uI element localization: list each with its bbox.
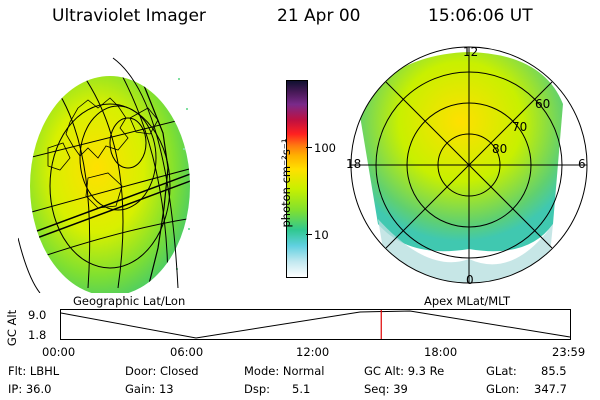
ip-status: IP: 36.0 [8,382,52,396]
mlat-label: 80 [492,142,508,156]
seq-status: Seq: 39 [364,382,408,396]
mlt-label-right: 6 [578,157,586,171]
dsp-label: Dsp: [244,382,271,396]
mode-status: Mode: Normal [244,364,325,378]
time-label: 15:06:06 UT [428,6,533,26]
altitude-ytick: 1.8 [28,328,47,342]
gain-status: Gain: 13 [125,382,174,396]
altitude-xtick: 00:00 [42,345,76,359]
colorbar [286,80,308,278]
date-label: 21 Apr 00 [277,6,361,26]
mlt-label-bottom: 0 [466,273,474,287]
filter-status: Flt: LBHL [8,364,60,378]
altitude-ylabel: GC Alt [5,309,19,347]
colorbar-tick-label: 100 [314,141,336,155]
mlt-label-left: 18 [346,157,362,171]
mlat-label: 70 [512,120,528,134]
mlat-mlt-image [350,46,588,284]
altitude-xtick: 06:00 [170,345,204,359]
altitude-xtick: 12:00 [296,345,330,359]
mlt-label-top: 12 [463,45,479,59]
colorbar-tick [306,147,312,148]
glat-value: 85.5 [541,364,567,378]
gc-alt-status: GC Alt: 9.3 Re [364,364,445,378]
geographic-image [18,57,190,293]
right-panel-caption: Apex MLat/MLT [424,294,511,308]
dsp-value: 5.1 [292,382,311,396]
mlat-label: 60 [535,97,551,111]
colorbar-unit-label: photon cm⁻²s⁻¹ [279,138,293,228]
glat-label: GLat: [486,364,517,378]
instrument-title: Ultraviolet Imager [52,6,206,26]
door-status: Door: Closed [125,364,199,378]
glon-label: GLon: [486,382,520,396]
altitude-xtick: 18:00 [424,345,458,359]
glon-value: 347.7 [534,382,567,396]
left-panel-caption: Geographic Lat/Lon [73,294,186,308]
colorbar-tick-label: 10 [314,228,329,242]
altitude-plot [60,309,571,340]
altitude-ytick: 9.0 [28,308,47,322]
altitude-xtick: 23:59 [552,345,586,359]
colorbar-tick [306,234,312,235]
